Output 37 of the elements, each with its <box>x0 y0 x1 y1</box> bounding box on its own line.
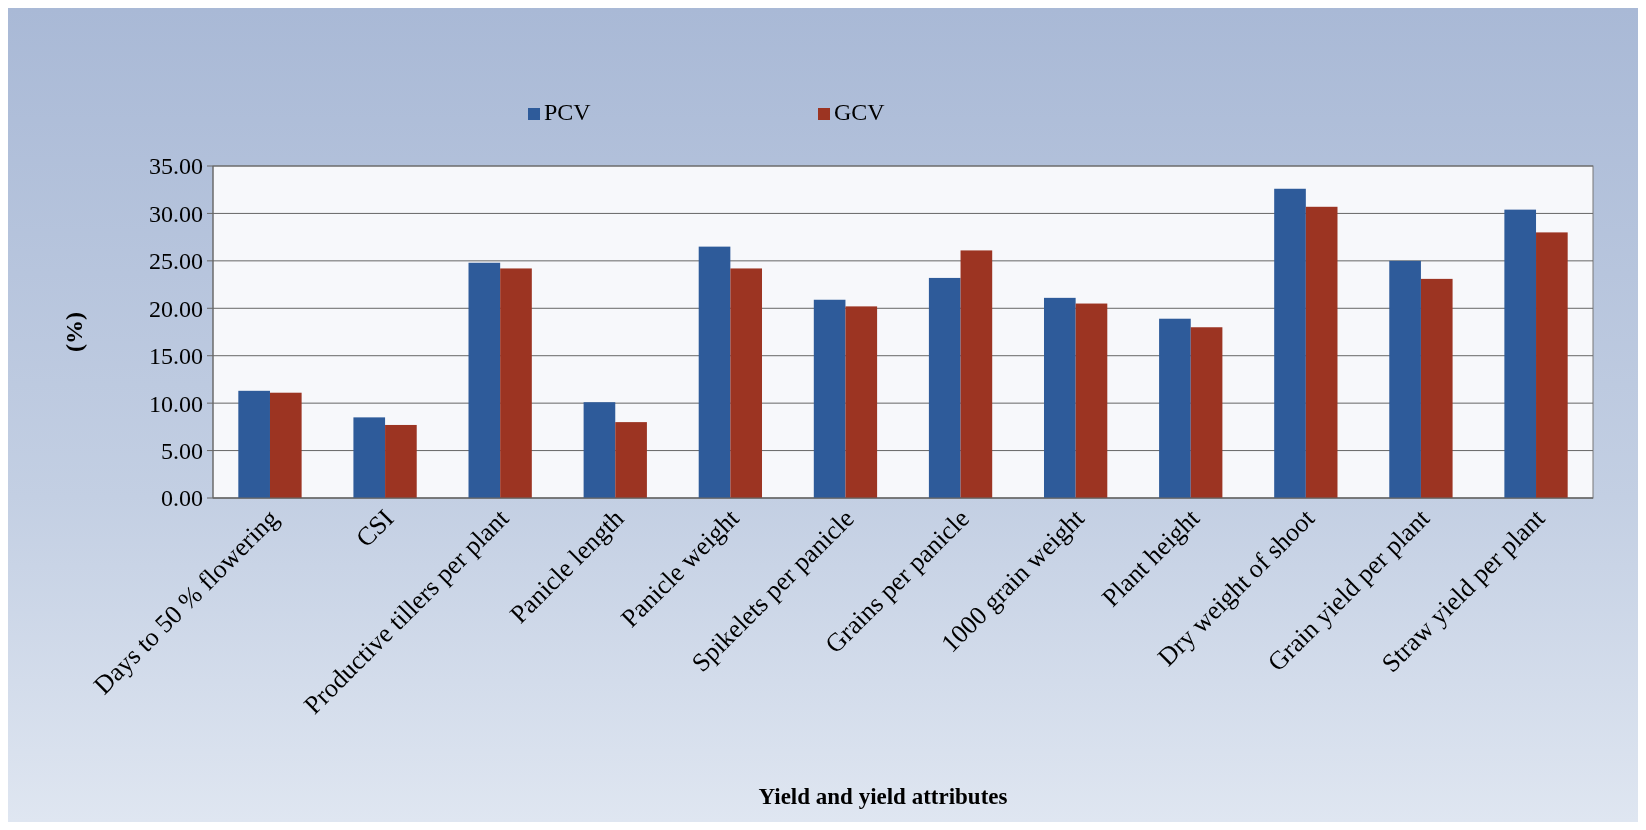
bar <box>928 277 961 498</box>
bar <box>269 392 302 498</box>
y-tick-label: 0.00 <box>161 485 203 512</box>
bar <box>385 424 417 498</box>
bar <box>1159 318 1191 498</box>
bar <box>960 250 993 498</box>
bar <box>500 268 532 498</box>
y-tick-label: 30.00 <box>149 200 203 227</box>
bar <box>238 390 270 498</box>
y-tick-label: 25.00 <box>149 248 203 275</box>
bar <box>698 246 731 498</box>
bar <box>615 422 647 498</box>
y-tick-label: 35.00 <box>149 153 203 180</box>
bar <box>845 306 878 498</box>
y-tick-label: 20.00 <box>149 295 203 322</box>
bar <box>468 262 501 498</box>
x-axis-title: Yield and yield attributes <box>758 784 1008 809</box>
y-tick-label: 5.00 <box>161 437 203 464</box>
bar <box>1274 188 1306 498</box>
y-axis-title: (%) <box>61 312 87 352</box>
bar <box>1075 303 1108 498</box>
bar <box>1190 327 1223 498</box>
bar <box>1389 260 1421 498</box>
bar <box>1305 206 1338 498</box>
bar <box>353 417 386 498</box>
bar <box>730 268 763 498</box>
bar <box>583 402 616 498</box>
bar <box>1420 278 1453 498</box>
bar <box>1504 209 1537 498</box>
x-tick-label: CSI <box>350 503 400 553</box>
legend-label: PCV <box>544 99 592 125</box>
bar <box>813 299 846 498</box>
bar <box>1536 232 1568 498</box>
y-tick-label: 10.00 <box>149 390 203 417</box>
y-tick-label: 15.00 <box>149 343 203 370</box>
legend-label: GCV <box>834 99 886 125</box>
bar <box>1043 297 1076 498</box>
